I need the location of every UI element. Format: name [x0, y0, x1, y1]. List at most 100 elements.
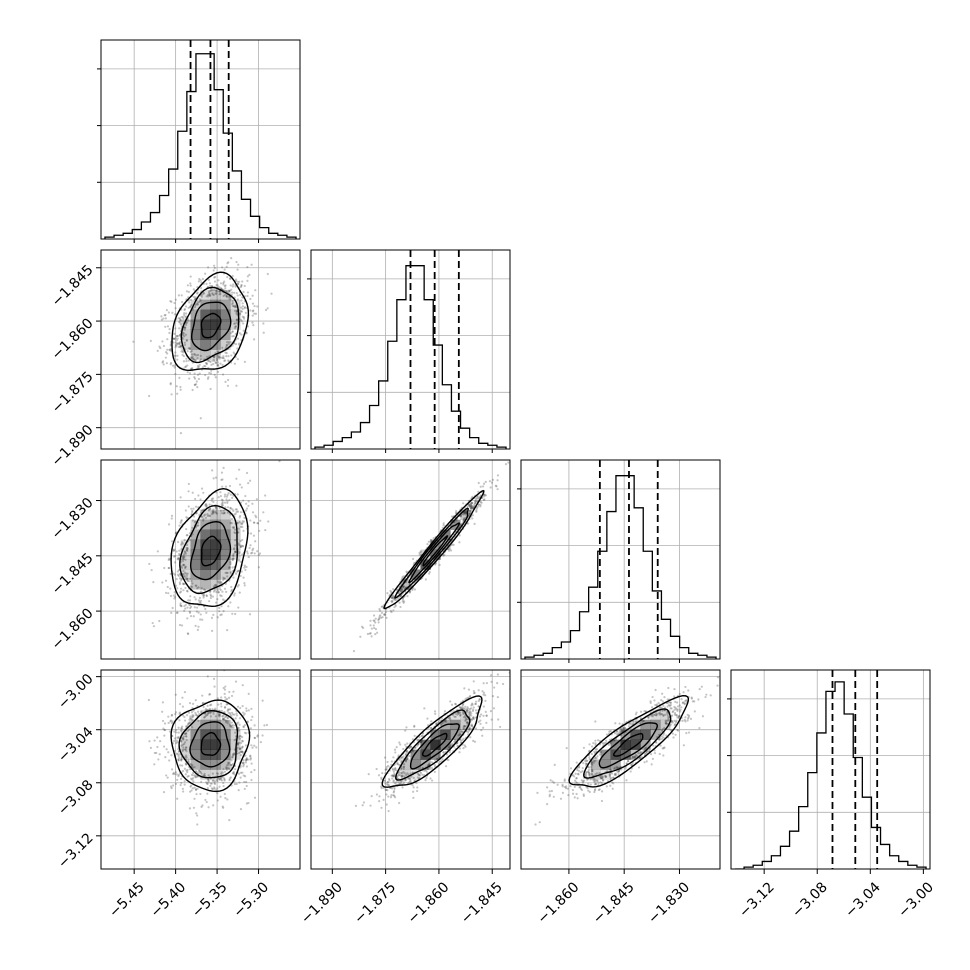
scatter-point [162, 791, 166, 794]
scatter-point [575, 781, 578, 784]
scatter-point [252, 547, 255, 550]
scatter-point [645, 746, 648, 749]
scatter-point [206, 293, 209, 297]
scatter-point [241, 704, 244, 708]
scatter-point [608, 730, 611, 733]
contour-level [568, 695, 690, 788]
scatter-point [237, 282, 240, 285]
scatter-point [631, 755, 634, 759]
scatter-point [224, 359, 227, 362]
density-cell [230, 549, 241, 560]
density-cell [600, 759, 611, 770]
scatter-point [163, 314, 166, 317]
scatter-point [208, 693, 211, 696]
scatter-point [242, 711, 245, 714]
scatter-point [211, 510, 214, 513]
scatter-point [234, 512, 237, 515]
scatter-point [242, 290, 245, 294]
scatter-point [597, 782, 600, 785]
scatter-point [393, 606, 396, 609]
scatter-point [447, 758, 450, 762]
scatter-point [185, 549, 188, 552]
scatter-point [470, 707, 473, 710]
scatter-point [186, 770, 189, 774]
scatter-point [200, 780, 203, 784]
scatter-point [244, 494, 247, 498]
scatter-point [228, 498, 231, 502]
contour-level [383, 489, 485, 610]
scatter-point [212, 356, 216, 359]
contour-level [179, 504, 238, 595]
scatter-point [462, 502, 465, 505]
scatter-point [222, 784, 225, 788]
scatter-point [468, 504, 472, 508]
scatter-point [192, 295, 196, 299]
scatter-point [185, 548, 189, 551]
scatter-point [471, 703, 474, 706]
scatter-point [460, 707, 463, 710]
scatter-point [458, 705, 461, 709]
scatter-point [187, 722, 190, 725]
scatter-point [662, 754, 665, 757]
scatter-point [597, 739, 600, 742]
scatter-point [223, 359, 226, 362]
scatter-point [243, 731, 247, 734]
scatter-point [671, 732, 674, 735]
scatter-point [235, 312, 238, 315]
scatter-point [223, 688, 227, 691]
contour-level [170, 488, 249, 607]
scatter-point [484, 494, 487, 497]
scatter-point [473, 522, 476, 525]
scatter-point [464, 510, 467, 514]
scatter-point [462, 726, 465, 729]
scatter-point [270, 292, 273, 295]
scatter-point [243, 712, 246, 715]
scatter-point [264, 528, 267, 532]
scatter-point [232, 690, 235, 693]
scatter-point [405, 726, 408, 729]
scatter-point [238, 747, 241, 750]
scatter-point [183, 690, 187, 694]
scatter-point [203, 774, 206, 777]
scatter-point [592, 779, 595, 782]
scatter-point [225, 295, 228, 298]
scatter-point [233, 783, 236, 786]
scatter-point [161, 701, 165, 704]
scatter-point [251, 302, 255, 305]
scatter-point [496, 488, 499, 491]
scatter-point [463, 511, 467, 514]
scatter-point [651, 706, 654, 709]
scatter-point [257, 553, 260, 556]
scatter-point [226, 697, 229, 701]
scatter-point [192, 771, 195, 775]
scatter-point [148, 740, 151, 743]
scatter-point [578, 766, 581, 769]
scatter-point [442, 524, 445, 527]
scatter-point [159, 740, 162, 743]
scatter-point [590, 761, 593, 764]
scatter-point [167, 311, 171, 314]
scatter-point [229, 725, 232, 728]
scatter-point [480, 713, 483, 716]
scatter-point [468, 504, 471, 508]
scatter-point [175, 339, 178, 342]
scatter-point [193, 383, 197, 386]
scatter-point [214, 476, 218, 479]
scatter-point [266, 272, 269, 276]
scatter-point [585, 762, 588, 766]
scatter-point [226, 511, 230, 514]
scatter-point [182, 360, 186, 363]
density-cell [440, 529, 451, 540]
scatter-point [169, 719, 173, 722]
scatter-point [211, 772, 214, 775]
scatter-point [169, 594, 172, 598]
scatter-point [660, 713, 664, 716]
scatter-point [199, 417, 202, 420]
scatter-point [176, 741, 179, 744]
scatter-point [242, 520, 246, 523]
scatter-point [430, 766, 433, 769]
scatter-point [228, 761, 231, 765]
scatter-point [173, 313, 176, 316]
scatter-point [230, 517, 233, 521]
